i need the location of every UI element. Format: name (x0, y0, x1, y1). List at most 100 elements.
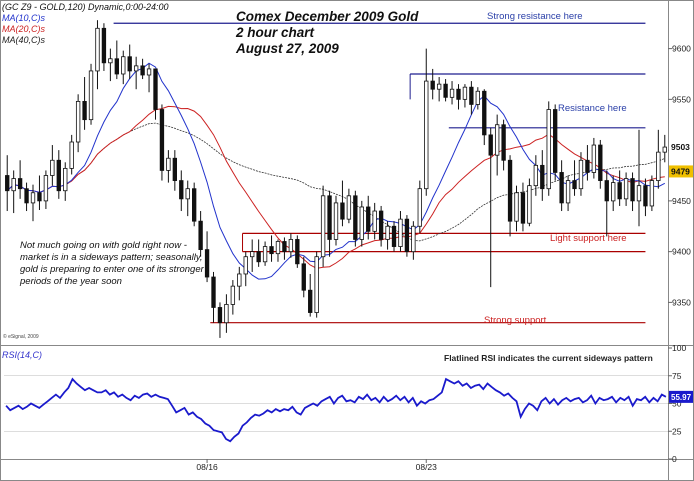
candle (204, 231, 210, 283)
candle (140, 58, 145, 80)
rsi-tick-label: 100 (672, 343, 686, 353)
candle-body (75, 100, 81, 143)
candle (243, 251, 248, 287)
candle-body (37, 192, 42, 202)
candle (327, 190, 332, 257)
candle-body (11, 178, 16, 192)
candle-body (617, 182, 622, 200)
candle (237, 266, 242, 301)
candle (398, 211, 403, 252)
candle (527, 178, 532, 227)
candle-body (527, 185, 532, 224)
candle-body (230, 285, 236, 305)
candle (507, 155, 513, 237)
candle (565, 175, 571, 212)
candle (559, 160, 564, 212)
resistance-label: Resistance here (558, 103, 627, 114)
candle-body (430, 80, 435, 90)
candle (269, 235, 274, 262)
candle-body (314, 256, 319, 313)
candle (50, 145, 55, 186)
candle-body (166, 157, 171, 171)
title-line-3: August 27, 2009 (236, 41, 339, 56)
candle (366, 195, 371, 240)
candle-body (204, 249, 210, 278)
candle-body (591, 144, 597, 173)
title-line-1: Comex December 2009 Gold (236, 9, 419, 24)
candle-body (17, 178, 23, 190)
candle-body (153, 68, 158, 110)
candle (75, 94, 81, 153)
candle-body (269, 246, 274, 255)
candle (172, 150, 178, 191)
strong-resistance-label: Strong resistance here (487, 11, 583, 22)
candle (185, 180, 190, 217)
candle (166, 150, 171, 183)
candle-body (211, 276, 216, 308)
candle-body (262, 246, 268, 263)
candle (488, 127, 493, 288)
candle-body (101, 27, 107, 64)
candle (456, 84, 461, 110)
candle (308, 273, 313, 317)
candle-body (82, 100, 87, 121)
candle-body (43, 175, 49, 202)
candle-body (391, 225, 397, 247)
candle-body (482, 90, 487, 136)
candle-body (630, 178, 635, 202)
candle (475, 87, 480, 110)
candle-body (649, 180, 655, 207)
candle (411, 221, 416, 260)
candle (649, 175, 655, 212)
candle-body (250, 251, 255, 258)
candle-body (172, 157, 178, 181)
candle-body (353, 195, 358, 240)
candle (88, 63, 94, 125)
candle (69, 134, 74, 175)
candle-body (572, 180, 577, 190)
candle-body (411, 225, 416, 253)
candle (295, 235, 300, 268)
candle (346, 188, 352, 224)
ma10-tag: 9479 (671, 166, 690, 176)
candle-body (243, 256, 248, 275)
candle-body (282, 241, 287, 253)
candle (436, 77, 442, 102)
candle-body (301, 263, 306, 291)
candle-body (114, 58, 119, 75)
candle (320, 185, 326, 267)
candle-body (56, 159, 61, 192)
candle-body (320, 195, 326, 258)
rsi-tick-label: 75 (672, 371, 682, 381)
candle-body (520, 192, 526, 224)
candle-body (553, 109, 558, 173)
candle-body (546, 109, 551, 190)
candle-body (656, 151, 661, 181)
candle (520, 182, 526, 232)
candle-body (623, 178, 629, 200)
candle (192, 182, 197, 227)
candle (43, 170, 49, 209)
candle (462, 84, 468, 108)
candle (230, 280, 236, 315)
candle-body (501, 124, 506, 161)
candle (643, 178, 648, 217)
candle-body (340, 202, 345, 220)
candle (121, 50, 126, 85)
price-tick-label: 9600 (672, 44, 691, 54)
rsi-tag-bg (669, 390, 693, 403)
candle-body (585, 159, 590, 173)
candle-body (540, 164, 545, 190)
candle (656, 129, 661, 189)
candle (217, 302, 223, 338)
candle (56, 150, 61, 199)
candle (623, 172, 629, 206)
copyright-label: © eSignal, 2009 (3, 334, 39, 340)
candle-body (604, 180, 609, 202)
candle (553, 104, 558, 181)
candle (385, 221, 390, 250)
candle (578, 152, 584, 196)
candle-body (449, 88, 455, 98)
